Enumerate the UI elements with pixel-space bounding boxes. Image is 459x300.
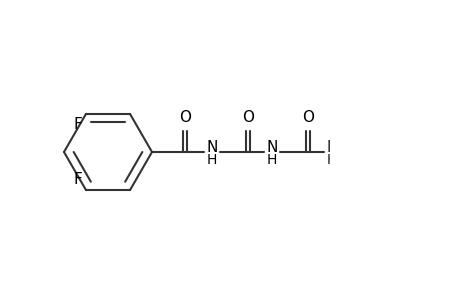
- Text: O: O: [302, 110, 313, 125]
- Text: Cl: Cl: [379, 89, 394, 104]
- Text: F: F: [73, 172, 82, 187]
- Text: F: F: [73, 117, 82, 132]
- Text: H: H: [207, 153, 217, 167]
- Text: N: N: [266, 140, 277, 155]
- Text: N: N: [325, 140, 337, 155]
- Text: H: H: [326, 153, 336, 167]
- Text: Cl: Cl: [422, 127, 437, 142]
- Text: N: N: [206, 140, 217, 155]
- Bar: [329, 85, 459, 265]
- Text: O: O: [241, 110, 253, 125]
- Text: H: H: [266, 153, 277, 167]
- Text: O: O: [179, 110, 190, 125]
